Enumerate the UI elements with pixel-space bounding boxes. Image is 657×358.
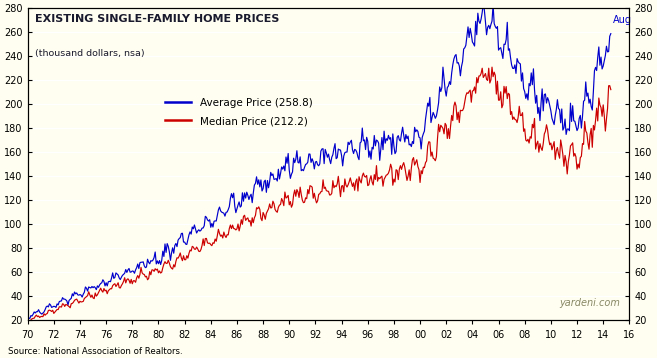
Text: yardeni.com: yardeni.com (560, 298, 620, 308)
Text: (thousand dollars, nsa): (thousand dollars, nsa) (35, 49, 145, 58)
Text: Source: National Association of Realtors.: Source: National Association of Realtors… (8, 347, 183, 356)
Text: EXISTING SINGLE-FAMILY HOME PRICES: EXISTING SINGLE-FAMILY HOME PRICES (35, 14, 279, 24)
Legend: Average Price (258.8), Median Price (212.2): Average Price (258.8), Median Price (212… (165, 98, 312, 126)
Text: Aug: Aug (613, 15, 632, 25)
